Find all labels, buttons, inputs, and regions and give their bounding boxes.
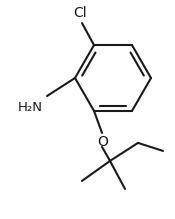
Text: O: O bbox=[97, 135, 108, 149]
Text: Cl: Cl bbox=[73, 6, 87, 20]
Text: H₂N: H₂N bbox=[18, 101, 43, 114]
